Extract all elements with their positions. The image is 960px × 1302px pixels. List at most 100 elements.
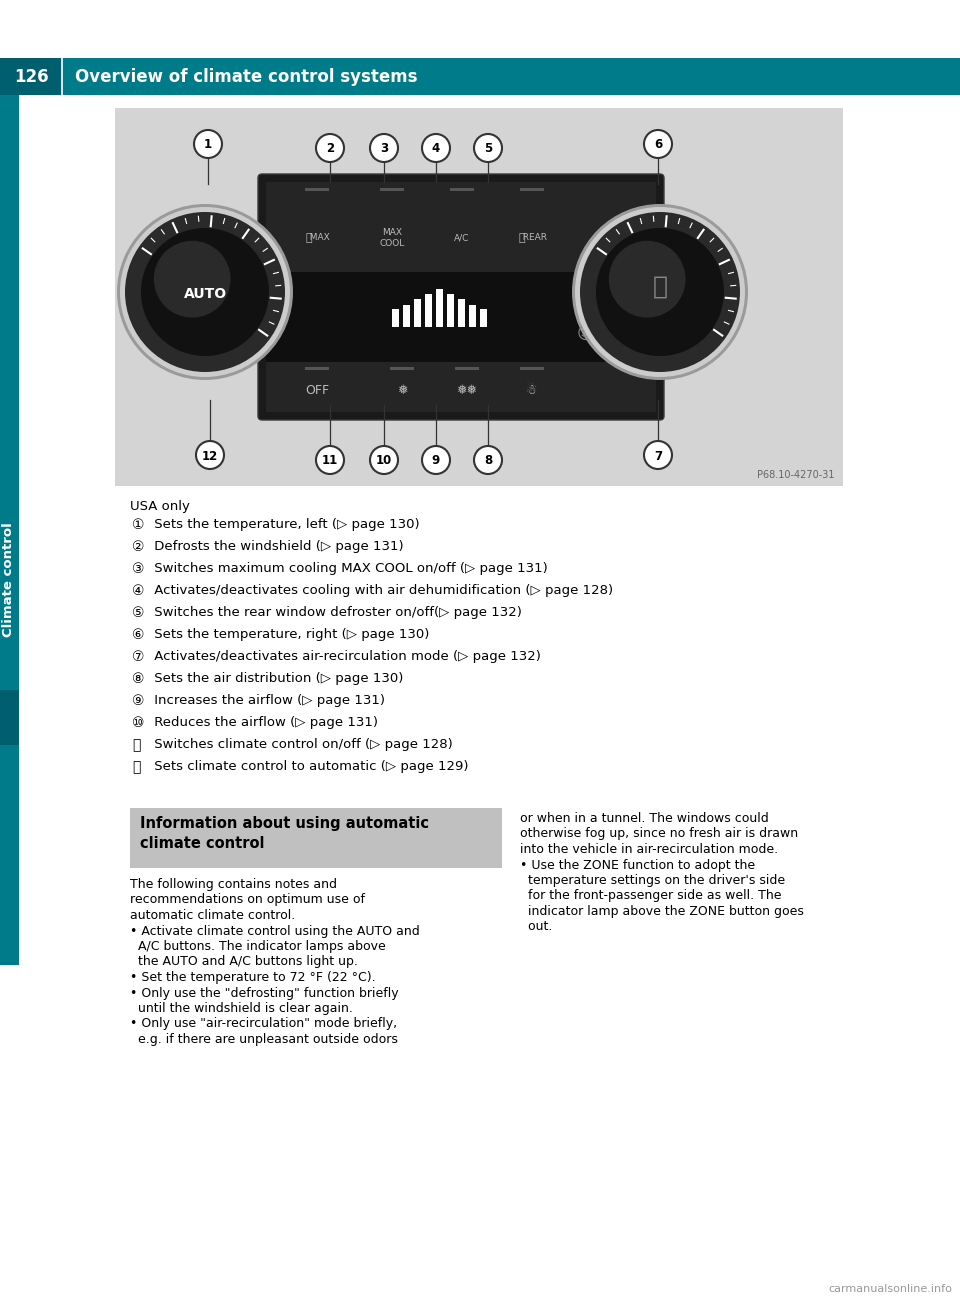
Text: ⑧: ⑧ bbox=[132, 672, 145, 686]
Text: USA only: USA only bbox=[130, 500, 190, 513]
Text: 68: 68 bbox=[204, 232, 216, 242]
Bar bbox=[0, 59, 960, 95]
Circle shape bbox=[572, 204, 748, 380]
Text: for the front-passenger side as well. The: for the front-passenger side as well. Th… bbox=[520, 889, 781, 902]
Text: ☼: ☼ bbox=[578, 288, 592, 306]
Text: °F: °F bbox=[205, 345, 215, 354]
Text: ⑪: ⑪ bbox=[132, 738, 140, 753]
Circle shape bbox=[154, 241, 230, 318]
Text: recommendations on optimum use of: recommendations on optimum use of bbox=[130, 893, 365, 906]
Text: Switches maximum cooling MAX COOL on/off (▷ page 131): Switches maximum cooling MAX COOL on/off… bbox=[150, 562, 548, 575]
Text: Activates/deactivates cooling with air dehumidification (▷ page 128): Activates/deactivates cooling with air d… bbox=[150, 585, 613, 598]
Text: Information about using automatic
climate control: Information about using automatic climat… bbox=[140, 816, 429, 850]
Bar bbox=[130, 809, 502, 868]
Circle shape bbox=[196, 441, 224, 469]
Text: 68: 68 bbox=[659, 232, 671, 242]
Text: Overview of climate control systems: Overview of climate control systems bbox=[75, 69, 418, 86]
Bar bbox=[266, 272, 656, 362]
Bar bbox=[520, 367, 544, 370]
Bar bbox=[436, 289, 443, 327]
Text: out.: out. bbox=[520, 921, 552, 934]
Text: AUTO: AUTO bbox=[183, 286, 227, 301]
Bar bbox=[266, 182, 656, 272]
Bar bbox=[447, 294, 454, 327]
Bar bbox=[115, 108, 843, 486]
Text: or when in a tunnel. The windows could: or when in a tunnel. The windows could bbox=[520, 812, 769, 825]
Text: 1: 1 bbox=[204, 138, 212, 151]
Text: Defrosts the windshield (▷ page 131): Defrosts the windshield (▷ page 131) bbox=[150, 540, 403, 553]
Text: ①: ① bbox=[132, 518, 145, 533]
Circle shape bbox=[117, 204, 293, 380]
Text: MAX: MAX bbox=[304, 233, 330, 242]
Text: ⦫: ⦫ bbox=[305, 233, 312, 242]
Text: into the vehicle in air-recirculation mode.: into the vehicle in air-recirculation mo… bbox=[520, 842, 779, 855]
Text: ⦫: ⦫ bbox=[518, 233, 525, 242]
Circle shape bbox=[370, 134, 398, 161]
Text: 10: 10 bbox=[376, 454, 392, 467]
Text: Sets the temperature, left (▷ page 130): Sets the temperature, left (▷ page 130) bbox=[150, 518, 420, 531]
Polygon shape bbox=[579, 320, 591, 328]
Bar bbox=[469, 305, 476, 327]
Bar bbox=[390, 367, 414, 370]
Bar bbox=[414, 299, 421, 327]
Text: Sets the air distribution (▷ page 130): Sets the air distribution (▷ page 130) bbox=[150, 672, 403, 685]
Text: ⑫: ⑫ bbox=[132, 760, 140, 773]
Circle shape bbox=[422, 134, 450, 161]
Circle shape bbox=[474, 447, 502, 474]
Text: Activates/deactivates air-recirculation mode (▷ page 132): Activates/deactivates air-recirculation … bbox=[150, 650, 540, 663]
Text: ④: ④ bbox=[132, 585, 145, 598]
Text: 8: 8 bbox=[484, 454, 492, 467]
Text: 80: 80 bbox=[253, 292, 266, 302]
Text: 64: 64 bbox=[631, 237, 643, 247]
Circle shape bbox=[370, 447, 398, 474]
Bar bbox=[425, 294, 432, 327]
Text: • Use the ZONE function to adopt the: • Use the ZONE function to adopt the bbox=[520, 858, 756, 871]
Text: 72: 72 bbox=[685, 242, 698, 253]
Text: 76: 76 bbox=[704, 264, 716, 273]
Circle shape bbox=[580, 212, 740, 372]
Text: 60: 60 bbox=[609, 255, 621, 266]
Text: Sets climate control to automatic (▷ page 129): Sets climate control to automatic (▷ pag… bbox=[150, 760, 468, 773]
Text: 126: 126 bbox=[13, 69, 48, 86]
Text: The following contains notes and: The following contains notes and bbox=[130, 878, 337, 891]
Circle shape bbox=[120, 207, 290, 378]
Circle shape bbox=[125, 212, 285, 372]
Circle shape bbox=[575, 207, 745, 378]
Text: MAX
COOL: MAX COOL bbox=[379, 228, 404, 247]
Text: 5: 5 bbox=[484, 142, 492, 155]
Text: • Only use "air-recirculation" mode briefly,: • Only use "air-recirculation" mode brie… bbox=[130, 1017, 397, 1030]
Text: OFF: OFF bbox=[305, 384, 329, 397]
Bar bbox=[305, 187, 329, 191]
Text: P68.10-4270-31: P68.10-4270-31 bbox=[757, 470, 835, 480]
Text: 11: 11 bbox=[322, 454, 338, 467]
Text: 84: 84 bbox=[244, 319, 256, 328]
Text: ❅❅: ❅❅ bbox=[457, 384, 477, 397]
FancyBboxPatch shape bbox=[258, 174, 664, 421]
Bar bbox=[0, 59, 62, 95]
Text: 3: 3 bbox=[380, 142, 388, 155]
Text: 72: 72 bbox=[230, 242, 243, 253]
Bar bbox=[392, 309, 399, 327]
Bar bbox=[458, 299, 465, 327]
Text: 6: 6 bbox=[654, 138, 662, 151]
Bar bbox=[455, 367, 479, 370]
Text: ⑨: ⑨ bbox=[132, 694, 145, 708]
Text: °F: °F bbox=[660, 345, 670, 354]
Circle shape bbox=[644, 441, 672, 469]
Circle shape bbox=[474, 134, 502, 161]
Text: 60: 60 bbox=[154, 255, 166, 266]
Bar bbox=[0, 95, 19, 965]
Text: Switches climate control on/off (▷ page 128): Switches climate control on/off (▷ page … bbox=[150, 738, 453, 751]
Text: • Only use the "defrosting" function briefly: • Only use the "defrosting" function bri… bbox=[130, 987, 398, 1000]
Bar bbox=[480, 309, 487, 327]
Text: the AUTO and A/C buttons light up.: the AUTO and A/C buttons light up. bbox=[130, 956, 358, 969]
Bar bbox=[266, 362, 656, 411]
Text: • Set the temperature to 72 °F (22 °C).: • Set the temperature to 72 °F (22 °C). bbox=[130, 971, 375, 984]
Circle shape bbox=[609, 241, 685, 318]
Text: 76: 76 bbox=[249, 264, 261, 273]
Text: until the windshield is clear again.: until the windshield is clear again. bbox=[130, 1003, 353, 1016]
Text: REAR: REAR bbox=[517, 233, 547, 242]
Circle shape bbox=[194, 130, 222, 158]
Text: temperature settings on the driver's side: temperature settings on the driver's sid… bbox=[520, 874, 785, 887]
Circle shape bbox=[316, 134, 344, 161]
